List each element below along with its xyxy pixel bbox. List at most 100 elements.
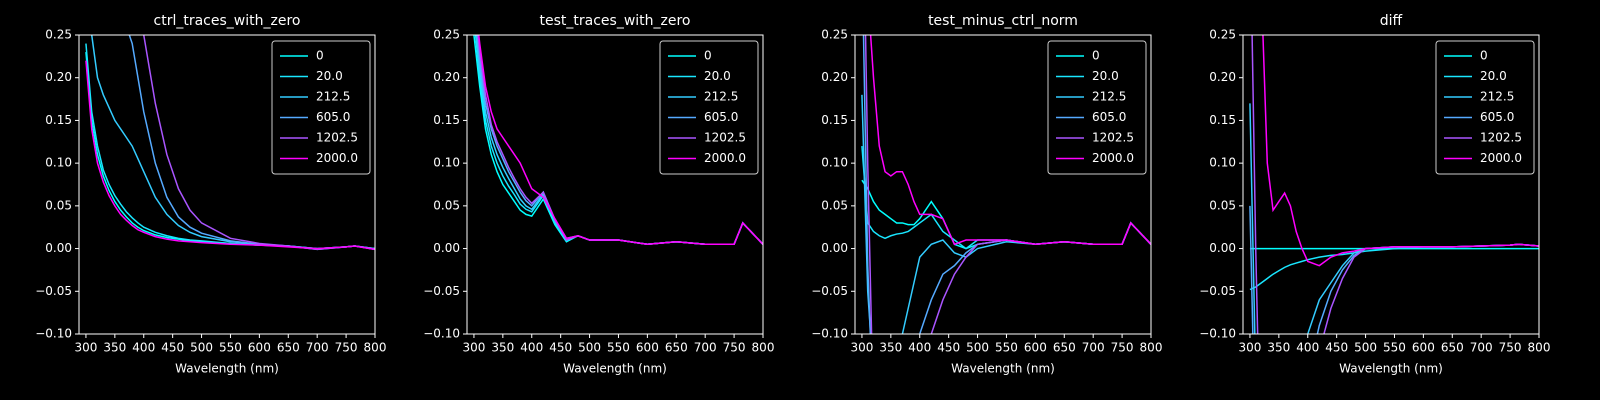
legend-label: 0 [1480, 49, 1488, 63]
y-tick-label: 0.20 [433, 70, 460, 84]
x-tick-label: 700 [306, 341, 329, 355]
subplot-title: diff [1380, 13, 1403, 29]
legend: 0 20.0 212.5 605.0 1202.5 2000.0 [271, 40, 371, 175]
x-tick-label: 550 [607, 341, 630, 355]
y-tick-label: 0.10 [1209, 156, 1236, 170]
legend-box [1047, 40, 1147, 175]
axes-frame [466, 34, 764, 335]
y-tick-label: 0.05 [1209, 198, 1236, 212]
y-tick-label: 0.10 [45, 156, 72, 170]
y-tick-label: 0.05 [45, 198, 72, 212]
legend-label: 20.0 [704, 69, 731, 83]
x-tick-label: 500 [578, 341, 601, 355]
x-tick-label: 350 [103, 341, 126, 355]
x-tick-label: 700 [694, 341, 717, 355]
legend-label: 20.0 [1480, 69, 1507, 83]
y-tick-label: 0.00 [821, 241, 848, 255]
y-tick-label: 0.20 [45, 70, 72, 84]
y-tick-label: 0.15 [821, 113, 848, 127]
axes-frame [78, 34, 376, 335]
x-tick-label: 450 [549, 341, 572, 355]
x-tick-label: 400 [908, 341, 931, 355]
x-tick-label: 300 [850, 341, 873, 355]
legend-label: 1202.5 [316, 131, 358, 145]
x-tick-label: 550 [1383, 341, 1406, 355]
x-tick-label: 750 [335, 341, 358, 355]
x-tick-label: 800 [1140, 341, 1163, 355]
y-tick-label: −0.10 [423, 327, 460, 341]
series-line [478, 35, 763, 246]
x-tick-label: 550 [219, 341, 242, 355]
x-tick-label: 550 [995, 341, 1018, 355]
y-tick-label: −0.10 [35, 327, 72, 341]
y-tick-label: −0.05 [1199, 284, 1236, 298]
legend-label: 1202.5 [1092, 131, 1134, 145]
series-line [1262, 35, 1539, 267]
legend-label: 0 [1092, 49, 1100, 63]
y-tick-label: 0.00 [45, 241, 72, 255]
x-tick-label: 300 [1238, 341, 1261, 355]
x-tick-label: 450 [161, 341, 184, 355]
axes-frame [854, 34, 1152, 335]
y-tick-label: −0.10 [811, 327, 848, 341]
y-tick-label: 0.10 [433, 156, 460, 170]
subplot: ctrl_traces_with_zero −0.10 −0.05 0.00 0.05 0… [35, 13, 387, 376]
series-line [869, 35, 1151, 246]
x-tick-label: 600 [1412, 341, 1435, 355]
legend-label: 2000.0 [1480, 151, 1522, 165]
y-tick-label: −0.05 [811, 284, 848, 298]
x-tick-label: 450 [937, 341, 960, 355]
legend-label: 20.0 [1092, 69, 1119, 83]
y-tick-label: 0.20 [1209, 70, 1236, 84]
x-tick-label: 500 [190, 341, 213, 355]
x-tick-label: 300 [462, 341, 485, 355]
x-axis-label: Wavelength (nm) [1339, 362, 1443, 376]
legend-label: 0 [316, 49, 324, 63]
subplot: diff −0.10 −0.05 0.00 0.05 0.10 0.15 0.20 0.25 30… [1199, 13, 1551, 376]
legend-label: 605.0 [1480, 110, 1514, 124]
y-tick-label: 0.00 [1209, 241, 1236, 255]
subplot: test_minus_ctrl_norm −0.10 −0.05 0.00 0.05 0.… [811, 13, 1163, 376]
y-tick-label: 0.25 [1209, 28, 1236, 42]
x-tick-label: 750 [723, 341, 746, 355]
x-tick-label: 300 [74, 341, 97, 355]
legend-box [1435, 40, 1535, 175]
y-tick-label: −0.05 [423, 284, 460, 298]
x-tick-label: 600 [636, 341, 659, 355]
legend-label: 212.5 [1480, 90, 1514, 104]
x-tick-label: 350 [879, 341, 902, 355]
legend-label: 1202.5 [1480, 131, 1522, 145]
x-tick-label: 800 [752, 341, 775, 355]
y-tick-label: 0.00 [433, 241, 460, 255]
y-tick-label: 0.10 [821, 156, 848, 170]
subplot-title: test_traces_with_zero [540, 13, 691, 29]
legend: 0 20.0 212.5 605.0 1202.5 2000.0 [1047, 40, 1147, 175]
legend-label: 2000.0 [1092, 151, 1134, 165]
x-tick-label: 650 [665, 341, 688, 355]
subplot-title: test_minus_ctrl_norm [928, 13, 1078, 29]
y-tick-label: 0.25 [821, 28, 848, 42]
y-tick-label: 0.05 [821, 198, 848, 212]
legend-box [659, 40, 759, 175]
y-tick-label: 0.15 [1209, 113, 1236, 127]
x-tick-label: 650 [1053, 341, 1076, 355]
legend-label: 605.0 [1092, 110, 1126, 124]
x-tick-label: 800 [1528, 341, 1551, 355]
x-tick-label: 450 [1325, 341, 1348, 355]
series-line [85, 60, 375, 251]
legend-label: 212.5 [1092, 90, 1126, 104]
x-axis-label: Wavelength (nm) [175, 362, 279, 376]
x-tick-label: 350 [491, 341, 514, 355]
legend-label: 605.0 [704, 110, 738, 124]
x-tick-label: 400 [520, 341, 543, 355]
legend-label: 1202.5 [704, 131, 746, 145]
x-tick-label: 800 [364, 341, 387, 355]
x-tick-label: 500 [1354, 341, 1377, 355]
legend: 0 20.0 212.5 605.0 1202.5 2000.0 [659, 40, 759, 175]
legend-label: 212.5 [316, 90, 350, 104]
x-tick-label: 650 [277, 341, 300, 355]
legend-label: 212.5 [704, 90, 738, 104]
